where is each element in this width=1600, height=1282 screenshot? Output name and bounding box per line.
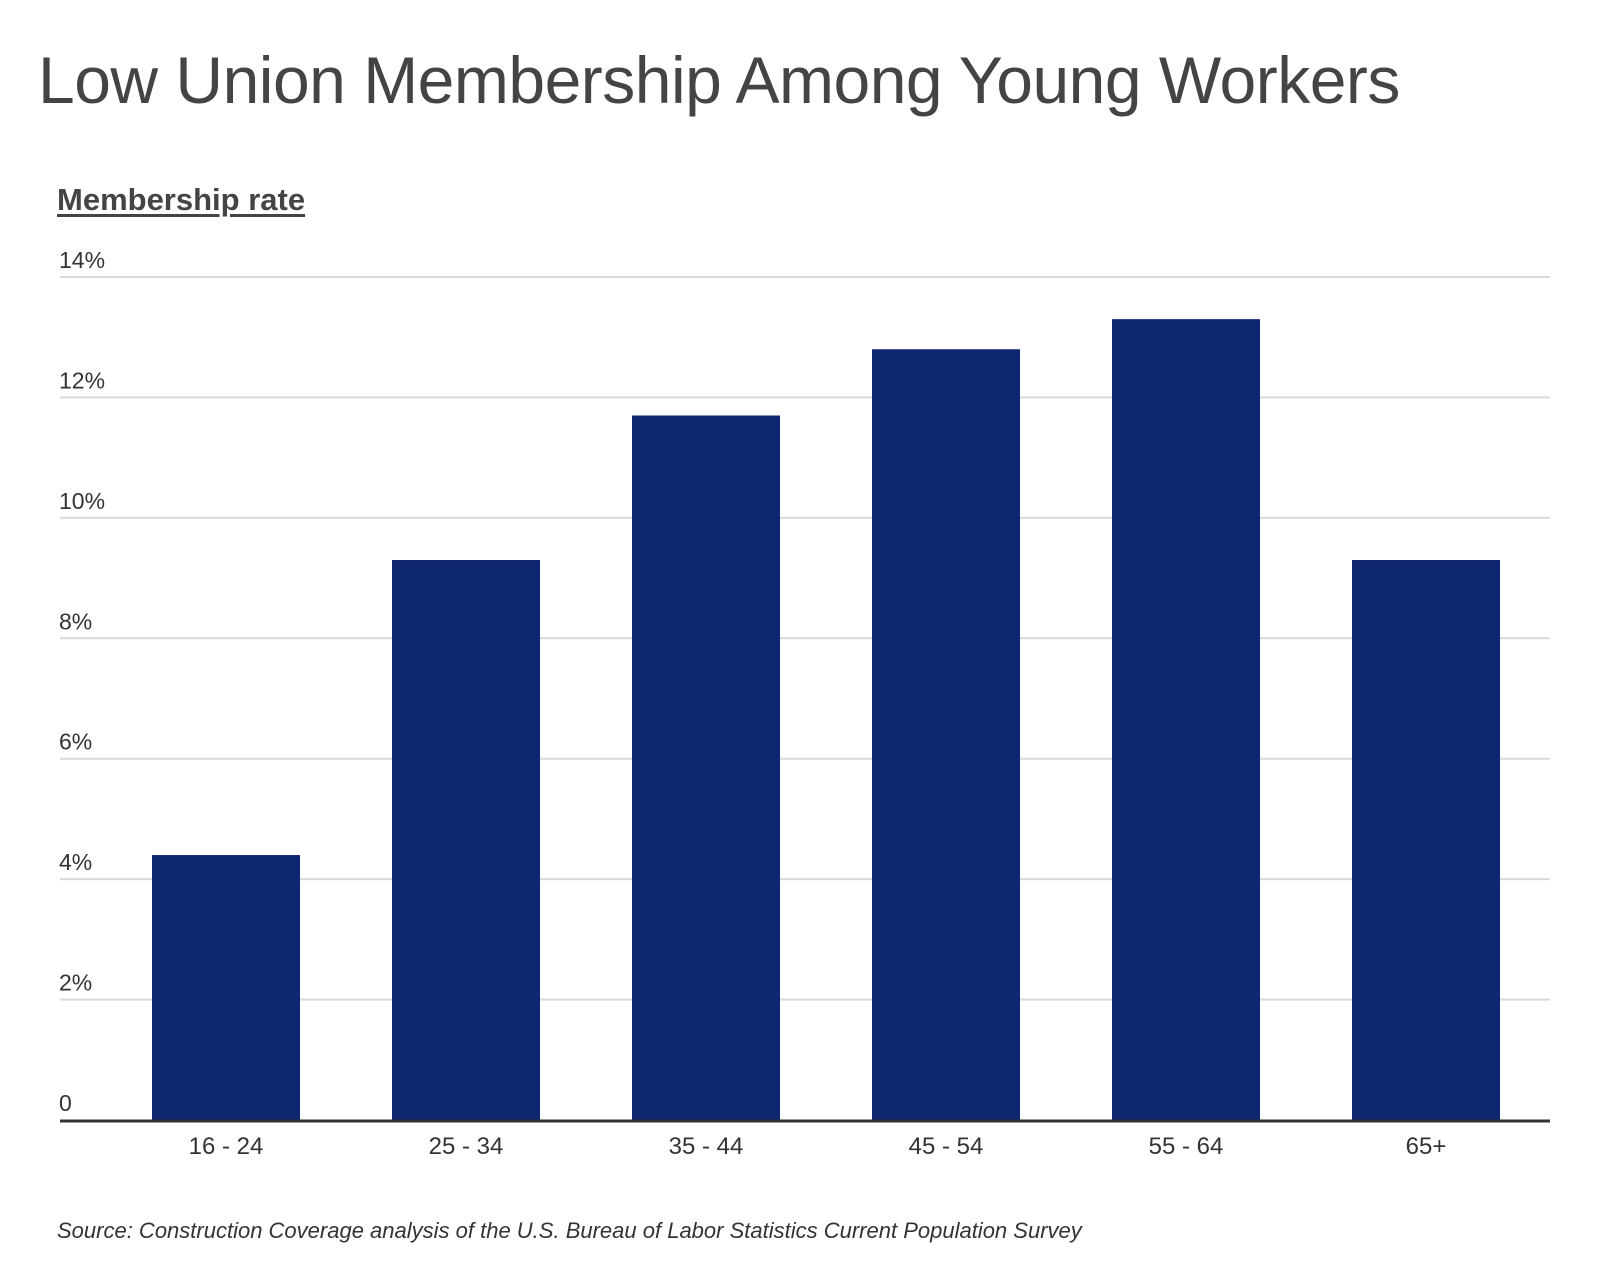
x-tick-label: 25 - 34 [429, 1133, 504, 1160]
y-tick-label: 8% [59, 608, 92, 634]
y-axis-ticks: 0 2% 4% 6% 8% 10% 12% 14% [59, 247, 105, 1116]
gridlines [60, 276, 1550, 1001]
source-note: Source: Construction Coverage analysis o… [57, 1218, 1082, 1243]
x-tick-label: 65+ [1406, 1133, 1447, 1160]
x-axis-ticks: 16 - 24 25 - 34 35 - 44 45 - 54 55 - 64 65+ [189, 1133, 1447, 1160]
y-axis-label: Membership rate [57, 182, 306, 217]
bars [152, 319, 1500, 1120]
bar-16-24 [152, 855, 300, 1120]
x-tick-label: 45 - 54 [909, 1133, 984, 1160]
bar-25-34 [392, 560, 540, 1120]
y-tick-label: 10% [59, 488, 105, 514]
y-tick-label: 12% [59, 367, 105, 393]
y-tick-label: 6% [59, 729, 92, 755]
x-tick-label: 55 - 64 [1149, 1133, 1224, 1160]
x-tick-label: 16 - 24 [189, 1133, 264, 1160]
y-tick-label: 2% [59, 970, 92, 996]
bar-55-64 [1112, 319, 1260, 1120]
bar-35-44 [632, 415, 780, 1120]
y-tick-label: 14% [59, 247, 105, 273]
x-tick-label: 35 - 44 [669, 1133, 744, 1160]
y-tick-label: 0 [59, 1090, 72, 1116]
bar-45-54 [872, 349, 1020, 1120]
bar-65- [1352, 560, 1500, 1120]
chart-title: Low Union Membership Among Young Workers [38, 43, 1400, 117]
y-tick-label: 4% [59, 849, 92, 875]
